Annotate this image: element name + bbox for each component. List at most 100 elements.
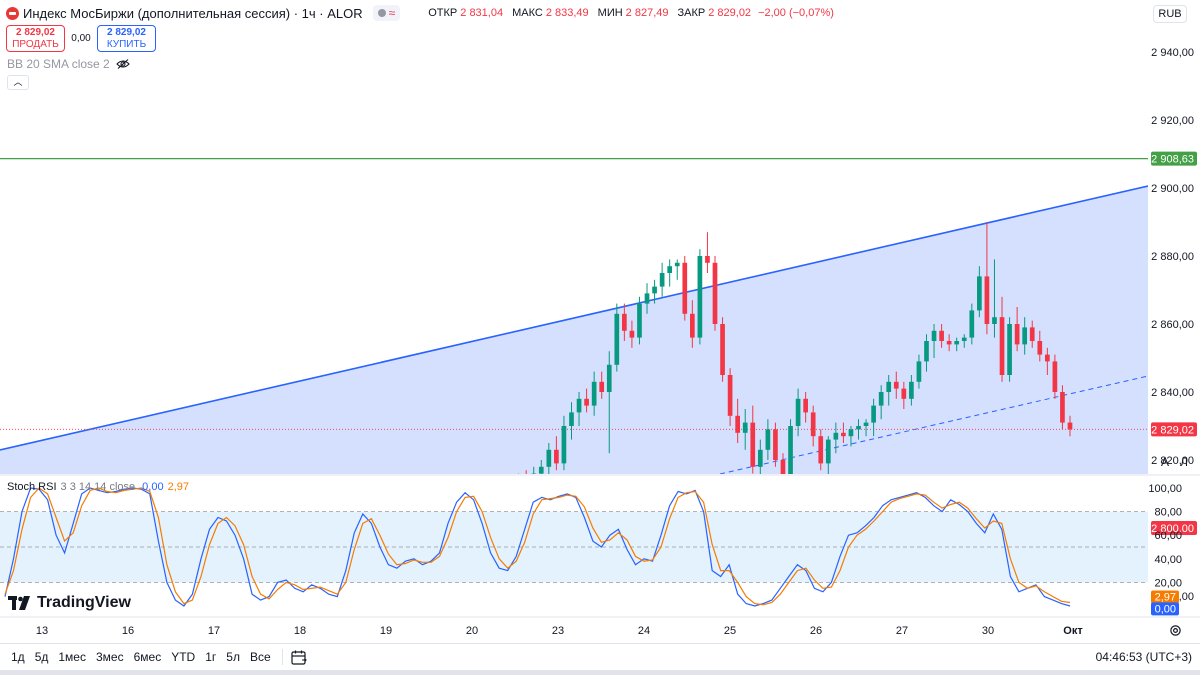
- candle-body: [803, 398, 808, 413]
- candle-body: [720, 324, 725, 375]
- candle-body: [773, 429, 778, 460]
- stoch-pane: [0, 487, 1148, 607]
- candle-body: [697, 256, 703, 338]
- price-tick-label: 2 840,00: [1151, 387, 1194, 399]
- candle-body: [1052, 361, 1058, 392]
- market-status-pill[interactable]: ≈: [372, 5, 401, 21]
- candle-body: [479, 586, 484, 589]
- stoch-k-tag: 0,00: [1155, 603, 1176, 615]
- candle-body: [924, 341, 929, 362]
- candle-body: [878, 392, 884, 406]
- chart-canvas[interactable]: 2 940,00 2 920,00 2 900,00 2 880,00 2 860,00…: [0, 0, 1200, 643]
- candle-body: [705, 256, 710, 263]
- candle-body: [984, 276, 990, 324]
- session-clock[interactable]: 04:46:53 (UTC+3): [1095, 650, 1192, 664]
- candle-body: [931, 330, 937, 341]
- candle-body: [591, 381, 597, 406]
- currency-selector[interactable]: RUB: [1153, 5, 1187, 23]
- candle-body: [939, 330, 944, 341]
- candle-body: [433, 586, 438, 596]
- candle-body: [629, 330, 635, 338]
- time-tick-label: 17: [208, 625, 220, 637]
- period-1d[interactable]: 1д: [11, 650, 25, 664]
- time-tick-label: 25: [724, 625, 736, 637]
- candle-body: [516, 484, 521, 515]
- candle-body: [538, 466, 544, 474]
- symbol-title[interactable]: Индекс МосБиржи (дополнительная сессия) …: [23, 5, 363, 21]
- candle-body: [856, 426, 861, 430]
- candle-body: [901, 388, 907, 399]
- period-1m[interactable]: 1мес: [58, 650, 86, 664]
- log-scale-button[interactable]: Л: [1180, 455, 1188, 469]
- sell-button[interactable]: 2 829,02 ПРОДАТЬ: [6, 25, 65, 52]
- candle-body: [735, 415, 741, 433]
- candle-body: [977, 276, 982, 311]
- candle-body: [622, 313, 627, 331]
- period-6m[interactable]: 6мес: [133, 650, 162, 664]
- settings-gear-icon[interactable]: [1169, 624, 1182, 637]
- low-label: МИН: [597, 7, 623, 19]
- eye-hidden-icon[interactable]: [115, 59, 130, 69]
- last-price-tag-bg: [1151, 422, 1197, 437]
- stoch-rsi-legend[interactable]: Stoch RSI 3 3 14 14 close 0,00 2,97: [7, 481, 189, 493]
- price-tick-label: 2 880,00: [1151, 251, 1194, 263]
- chevron-up-icon: ︿: [13, 77, 23, 87]
- candle-body: [644, 293, 650, 304]
- candle-body: [1029, 327, 1035, 341]
- period-5d[interactable]: 5д: [34, 650, 49, 664]
- candle-body: [667, 266, 673, 273]
- level-tag-0: 2 908,63: [1151, 154, 1194, 166]
- candle-body: [961, 337, 967, 341]
- symbol-legend: Индекс МосБиржи (дополнительная сессия) …: [6, 4, 834, 22]
- stoch-tick-label: 40,00: [1154, 554, 1182, 566]
- candle-body: [788, 426, 793, 474]
- collapse-legend-button[interactable]: ︿: [7, 75, 29, 90]
- buy-label: КУПИТЬ: [106, 39, 147, 50]
- calendar-range-icon[interactable]: [291, 650, 307, 665]
- price-tick-label: 2 900,00: [1151, 183, 1194, 195]
- candle-body: [742, 422, 748, 433]
- stoch-d-tag: 2,97: [1155, 592, 1176, 604]
- stoch-name: Stoch RSI: [7, 481, 57, 493]
- time-tick-label: 20: [466, 625, 478, 637]
- close-value: 2 829,02: [708, 7, 752, 19]
- period-all[interactable]: Все: [249, 650, 271, 664]
- period-5y[interactable]: 5л: [226, 650, 240, 664]
- candle-body: [1022, 327, 1028, 345]
- wave-icon: ≈: [388, 6, 396, 20]
- candle-body: [471, 589, 476, 599]
- period-1y[interactable]: 1г: [205, 650, 217, 664]
- candle-body: [833, 432, 839, 440]
- candle-body: [780, 460, 786, 474]
- period-ytd[interactable]: YTD: [171, 650, 196, 664]
- candle-body: [169, 596, 174, 633]
- candle-body: [750, 422, 756, 467]
- bb-indicator-legend[interactable]: BB 20 SMA close 2: [7, 57, 130, 71]
- candle-body: [689, 313, 695, 338]
- candle-body: [1007, 324, 1012, 375]
- candle-body: [561, 426, 567, 464]
- candle-body: [569, 412, 574, 426]
- open-label: ОТКР: [428, 7, 458, 19]
- stoch-tick-label: 60,00: [1154, 530, 1182, 542]
- stoch-k-line: [4, 487, 1071, 607]
- candle-body: [554, 449, 559, 464]
- buy-button[interactable]: 2 829,02 КУПИТЬ: [97, 25, 156, 52]
- candle-body: [207, 603, 212, 606]
- stoch-tick-label: 80,00: [1154, 507, 1182, 519]
- stoch-k-tag-bg: [1151, 602, 1179, 616]
- tradingview-logo[interactable]: TradingView: [8, 594, 131, 612]
- auto-scale-button[interactable]: A: [1160, 455, 1169, 469]
- sell-price: 2 829,02: [16, 27, 55, 38]
- candle-body: [1044, 354, 1050, 362]
- level-tag-1-bg: [1151, 521, 1197, 535]
- status-dot-icon: [377, 9, 386, 17]
- time-tick-label: 30: [982, 625, 994, 637]
- stoch-tick-label: 20,00: [1154, 577, 1182, 589]
- period-3m[interactable]: 3мес: [95, 650, 124, 664]
- time-tick-label: 26: [810, 625, 822, 637]
- high-value: 2 833,49: [545, 7, 589, 19]
- candle-body: [1060, 392, 1065, 423]
- stoch-d-value: 2,97: [167, 481, 189, 493]
